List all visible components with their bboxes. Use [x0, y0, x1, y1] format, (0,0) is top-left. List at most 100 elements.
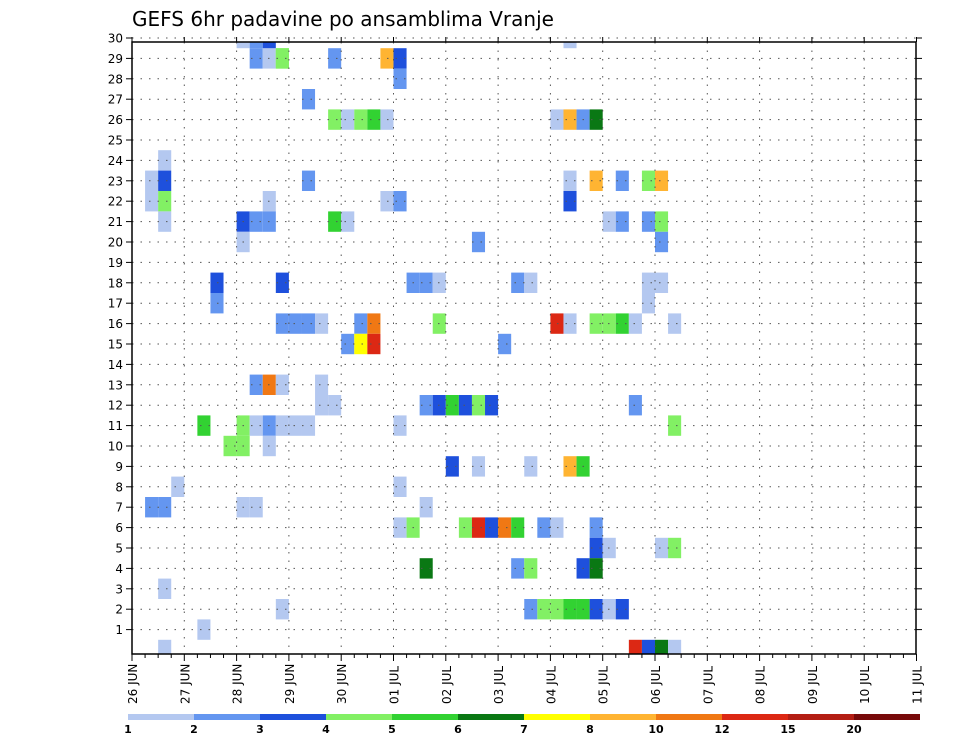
heatmap-cell: [628, 313, 642, 334]
colorbar-swatch: [260, 714, 326, 720]
x-tick-label: 29 JUN: [283, 664, 297, 704]
heatmap-cell: [563, 599, 577, 620]
colorbar-swatch: [194, 714, 260, 720]
heatmap-cell: [393, 476, 407, 497]
heatmap-cell: [328, 395, 342, 416]
heatmap-cell: [380, 48, 394, 69]
heatmap-cell: [301, 170, 316, 191]
y-tick-label: 14: [108, 358, 123, 372]
heatmap-cell: [171, 476, 185, 497]
y-tick-label: 10: [108, 440, 123, 454]
heatmap-cell: [668, 313, 682, 334]
heatmap-cell: [615, 313, 629, 334]
heatmap-cell: [354, 333, 368, 355]
y-tick-label: 11: [108, 419, 123, 433]
heatmap-cell: [550, 599, 564, 620]
x-tick-label: 06 JUL: [649, 666, 663, 704]
colorbar-label: 8: [586, 723, 594, 736]
colorbar-swatch: [524, 714, 590, 720]
y-tick-label: 27: [108, 93, 123, 107]
heatmap-cell: [158, 170, 172, 191]
y-tick-label: 7: [115, 501, 123, 515]
heatmap-cell: [511, 558, 525, 579]
y-tick-label: 23: [108, 174, 123, 188]
heatmap-cell: [524, 456, 538, 477]
y-tick-label: 21: [108, 215, 123, 229]
colorbar-swatch: [722, 714, 788, 720]
heatmap-cell: [249, 42, 263, 49]
heatmap-cell: [341, 109, 355, 130]
heatmap-cell: [393, 517, 407, 538]
heatmap-cell: [158, 211, 172, 232]
heatmap-cell: [301, 89, 316, 110]
heatmap-cell: [158, 639, 172, 654]
heatmap-cell: [262, 42, 276, 49]
heatmap-cell: [589, 537, 603, 559]
heatmap-cell: [301, 415, 316, 436]
x-tick-label: 30 JUN: [335, 664, 349, 704]
colorbar-label: 1: [124, 723, 132, 736]
heatmap-cell: [275, 272, 289, 293]
y-tick-label: 2: [115, 603, 123, 617]
colorbar-label: 3: [256, 723, 264, 736]
heatmap-cell: [563, 313, 577, 334]
heatmap-cell: [249, 415, 263, 436]
heatmap-cell: [550, 313, 564, 334]
heatmap-cell: [393, 68, 407, 89]
heatmap-cell: [341, 333, 355, 355]
heatmap-cell: [471, 395, 486, 416]
heatmap-cell: [589, 170, 603, 191]
y-axis: 1234567891011121314151617181920212223242…: [108, 32, 922, 637]
heatmap-cell: [589, 313, 603, 334]
y-tick-label: 24: [108, 154, 123, 168]
colorbar-swatch: [458, 714, 524, 720]
heatmap-cell: [471, 231, 486, 253]
heatmap-cell: [275, 374, 289, 395]
heatmap-cell: [458, 395, 472, 416]
heatmap-cell: [537, 517, 551, 538]
heatmap-cell: [563, 42, 577, 49]
heatmap-cell: [275, 415, 289, 436]
heatmap-cell: [563, 456, 577, 477]
y-tick-label: 3: [115, 582, 123, 596]
heatmap-cell: [511, 272, 525, 293]
x-tick-label: 11 JUL: [911, 666, 925, 704]
heatmap-cell: [615, 599, 629, 620]
chart-title: GEFS 6hr padavine po ansamblima Vranje: [132, 7, 554, 31]
heatmap-cell: [563, 170, 577, 191]
heatmap-cell: [641, 639, 655, 654]
heatmap-cell: [471, 456, 486, 477]
heatmap-cell: [380, 191, 394, 212]
heatmap-cell: [563, 109, 577, 130]
heatmap-cell: [275, 313, 289, 334]
heatmap-cell: [328, 48, 342, 69]
heatmap-cell: [668, 537, 682, 559]
heatmap-cell: [275, 599, 289, 620]
colorbar-label: 12: [714, 723, 729, 736]
colorbar-label: 10: [648, 723, 664, 736]
heatmap-cell: [655, 170, 669, 191]
heatmap-cell: [668, 639, 682, 654]
y-tick-label: 8: [115, 480, 123, 494]
heatmap-cell: [145, 497, 159, 518]
colorbar-label: 5: [388, 723, 396, 736]
heatmap-cell: [223, 435, 237, 457]
x-tick-label: 09 JUL: [806, 666, 820, 704]
heatmap-cell: [641, 293, 655, 314]
heatmap-cell: [628, 395, 642, 416]
heatmap-cell: [589, 599, 603, 620]
colorbar-label: 4: [322, 723, 330, 736]
colorbar-swatch: [326, 714, 392, 720]
heatmap-cell: [367, 109, 381, 130]
colorbar-swatch: [788, 714, 854, 720]
x-axis: 26 JUN 27 JUN 28 JUN 29 JUN 30 JUN 01 JUL 02 J…: [126, 37, 925, 704]
heatmap-cell: [615, 211, 629, 232]
heatmap-cell: [328, 109, 342, 130]
heatmap-cell: [158, 578, 172, 599]
heatmap-cell: [249, 497, 263, 518]
heatmap-cell: [563, 191, 577, 212]
y-tick-label: 22: [108, 195, 123, 209]
y-tick-label: 18: [108, 276, 123, 290]
heatmap-cell: [485, 517, 499, 538]
